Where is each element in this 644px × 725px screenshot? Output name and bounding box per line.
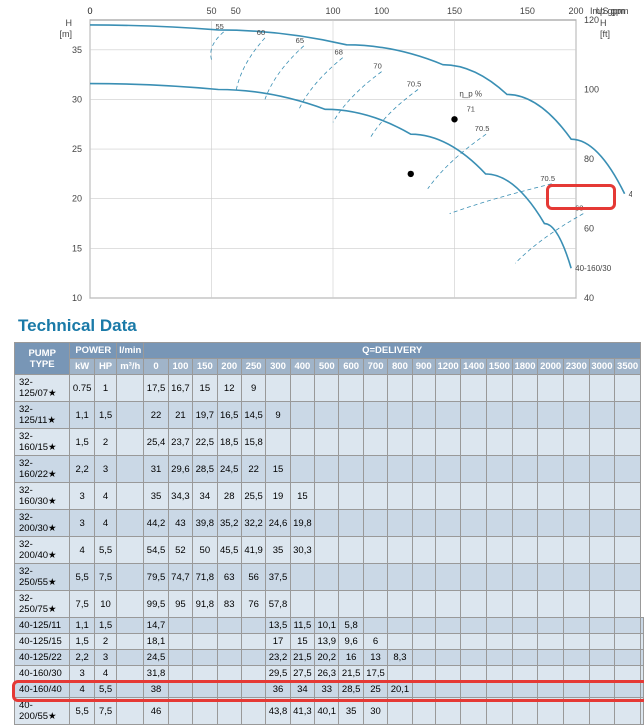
technical-data-table: PUMP TYPEPOWERl/minQ=DELIVERYkWHPm³/h010… [14,342,644,725]
svg-text:[ft]: [ft] [600,29,610,39]
table-row: 32-250/55★5,57,579,574,771,8635637,5 [15,564,644,591]
svg-text:H: H [66,18,73,28]
svg-text:[m]: [m] [60,29,73,39]
table-row: 32-125/07★0.75117,516,715129 [15,375,644,402]
pump-curve-chart: 050100150200US gpm050100150Imp gpm101520… [12,2,632,312]
table-row: 32-200/40★45,554,5525045,541,93530,3 [15,537,644,564]
svg-text:60: 60 [584,224,594,234]
svg-text:150: 150 [447,6,462,16]
svg-text:71: 71 [467,104,475,113]
table-row: 32-250/75★7,51099,59591,8837657,8 [15,591,644,618]
table-row: 40-125/111,11,514,713,511,510,15,8 [15,618,644,634]
svg-text:150: 150 [520,6,535,16]
svg-text:25: 25 [72,144,82,154]
svg-text:68: 68 [335,48,343,57]
svg-text:η_p %: η_p % [459,89,482,98]
table-row: 32-160/22★2,233129,628,524,52215 [15,456,644,483]
svg-text:70: 70 [373,62,381,71]
svg-text:50: 50 [206,6,216,16]
table-row: 40-160/303431,829,527,526,321,517,5 [15,666,644,682]
svg-text:30: 30 [72,94,82,104]
svg-text:40-160/30: 40-160/30 [575,264,612,273]
svg-text:100: 100 [584,85,599,95]
svg-text:68: 68 [575,204,583,213]
svg-text:65: 65 [296,36,304,45]
svg-text:0: 0 [87,6,92,16]
table-row: 32-160/30★343534,3342825,51915 [15,483,644,510]
table-row: 40-160/4045,53836343328,52520,1 [15,682,644,698]
svg-text:70.5: 70.5 [540,174,555,183]
table-row: 40-125/222,2324,523,221,520,216138,3 [15,650,644,666]
technical-data-heading: Technical Data [0,312,644,342]
svg-text:20: 20 [72,194,82,204]
table-row: 32-200/30★3444,24339,835,232,224,619,8 [15,510,644,537]
table-row: 32-125/11★1,11,5222119,716,514,59 [15,402,644,429]
svg-text:40: 40 [584,293,594,303]
table-row: 40-200/55★5,57,54643,841,340,13530 [15,698,644,725]
svg-text:100: 100 [374,6,389,16]
table-row: 32-160/15★1,5225,423,722,518,515,8 [15,429,644,456]
svg-text:10: 10 [72,293,82,303]
svg-text:15: 15 [72,243,82,253]
svg-text:200: 200 [568,6,583,16]
svg-text:H: H [600,18,607,28]
svg-text:40-160/40: 40-160/40 [629,190,632,199]
svg-text:35: 35 [72,45,82,55]
svg-text:55: 55 [215,22,223,31]
svg-text:60: 60 [257,28,265,37]
table-row: 40-125/151,5218,1171513,99,66 [15,634,644,650]
svg-text:100: 100 [325,6,340,16]
svg-text:70.5: 70.5 [475,124,490,133]
svg-text:50: 50 [231,6,241,16]
svg-text:120: 120 [584,15,599,25]
svg-text:70.5: 70.5 [407,80,422,89]
svg-text:80: 80 [584,154,594,164]
